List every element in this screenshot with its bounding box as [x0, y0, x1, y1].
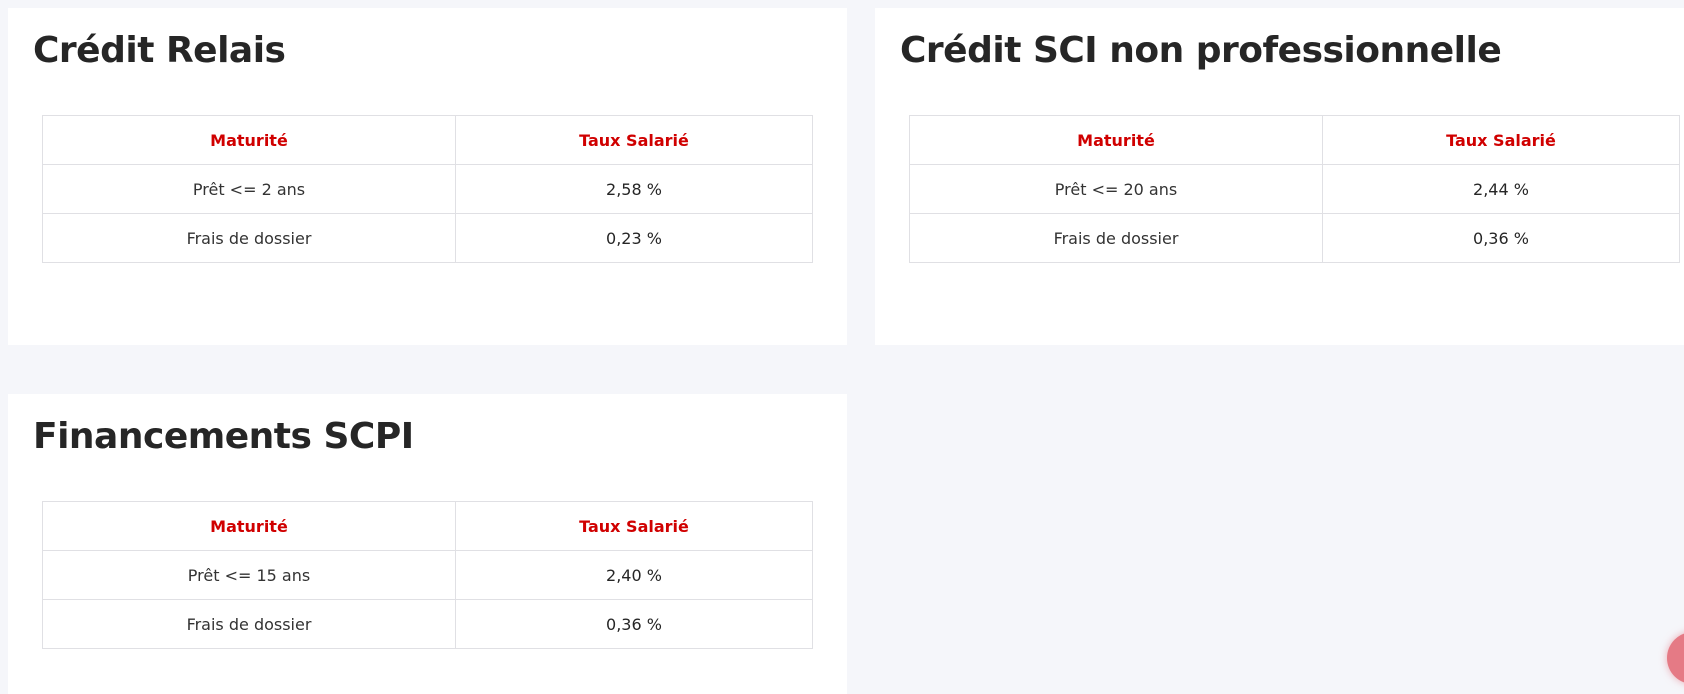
table-row: Frais de dossier 0,36 %: [42, 599, 813, 649]
table-row: Prêt <= 2 ans 2,58 %: [42, 164, 813, 214]
column-header: Taux Salarié: [455, 501, 813, 551]
card-financements-scpi: Financements SCPI Maturité Taux Salarié P…: [8, 394, 847, 694]
card-credit-sci: Crédit SCI non professionnelle Maturité T…: [875, 8, 1684, 345]
rate-cell: 2,40 %: [455, 550, 813, 600]
section-title: Financements SCPI: [33, 416, 414, 457]
section-title: Crédit SCI non professionnelle: [900, 30, 1502, 71]
rate-cell: 0,36 %: [455, 599, 813, 649]
column-header: Taux Salarié: [1322, 115, 1680, 165]
table-row: Prêt <= 15 ans 2,40 %: [42, 550, 813, 600]
table-row: Frais de dossier 0,23 %: [42, 213, 813, 263]
column-header: Taux Salarié: [455, 115, 813, 165]
rate-cell: 2,58 %: [455, 164, 813, 214]
rates-table: Maturité Taux Salarié Prêt <= 2 ans 2,58 %…: [42, 115, 813, 263]
rates-table: Maturité Taux Salarié Prêt <= 15 ans 2,40 …: [42, 501, 813, 649]
column-header: Maturité: [909, 115, 1323, 165]
column-header: Maturité: [42, 115, 456, 165]
rate-cell: 0,36 %: [1322, 213, 1680, 263]
section-title: Crédit Relais: [33, 30, 286, 71]
maturity-cell: Frais de dossier: [42, 599, 456, 649]
maturity-cell: Prêt <= 2 ans: [42, 164, 456, 214]
rate-cell: 2,44 %: [1322, 164, 1680, 214]
table-header-row: Maturité Taux Salarié: [42, 501, 813, 551]
column-header: Maturité: [42, 501, 456, 551]
rate-cell: 0,23 %: [455, 213, 813, 263]
maturity-cell: Frais de dossier: [42, 213, 456, 263]
table-header-row: Maturité Taux Salarié: [909, 115, 1680, 165]
floating-action-button[interactable]: [1667, 632, 1684, 684]
rates-table: Maturité Taux Salarié Prêt <= 20 ans 2,44 …: [909, 115, 1680, 263]
maturity-cell: Frais de dossier: [909, 213, 1323, 263]
table-row: Frais de dossier 0,36 %: [909, 213, 1680, 263]
table-header-row: Maturité Taux Salarié: [42, 115, 813, 165]
card-credit-relais: Crédit Relais Maturité Taux Salarié Prêt …: [8, 8, 847, 345]
table-row: Prêt <= 20 ans 2,44 %: [909, 164, 1680, 214]
maturity-cell: Prêt <= 15 ans: [42, 550, 456, 600]
maturity-cell: Prêt <= 20 ans: [909, 164, 1323, 214]
